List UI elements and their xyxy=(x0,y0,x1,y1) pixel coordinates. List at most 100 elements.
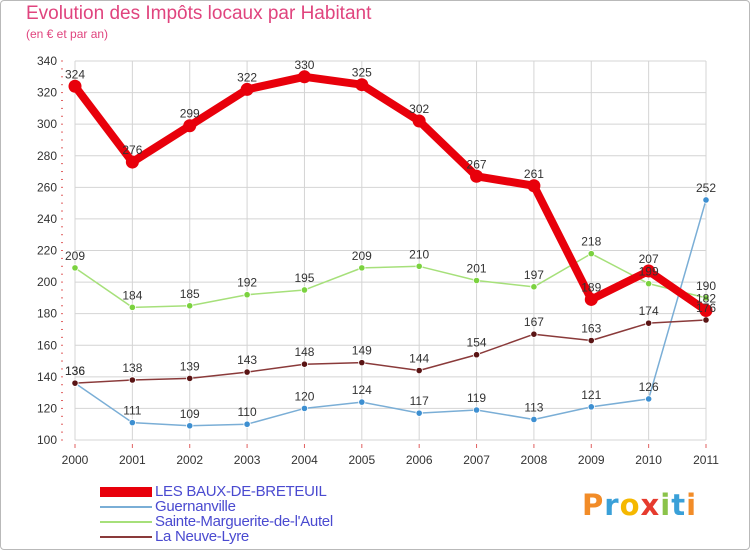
data-label: 209 xyxy=(352,249,372,263)
data-point xyxy=(243,420,251,428)
chart-title: Evolution des Impôts locaux par Habitant xyxy=(26,3,372,24)
data-label: 182 xyxy=(696,292,716,306)
x-tick-label: 2005 xyxy=(348,453,375,467)
data-point xyxy=(358,398,366,406)
x-tick-label: 2007 xyxy=(463,453,490,467)
y-tick-label: 240 xyxy=(37,212,57,226)
data-label: 120 xyxy=(294,389,314,403)
data-point xyxy=(699,304,713,318)
data-point xyxy=(530,330,538,338)
data-label: 325 xyxy=(352,66,372,80)
data-point xyxy=(240,82,254,96)
series-line xyxy=(71,72,710,315)
data-point xyxy=(300,404,309,413)
data-point xyxy=(358,264,366,272)
y-tick-label: 300 xyxy=(37,117,57,131)
legend-label: Guernanville xyxy=(155,498,236,515)
data-label: 136 xyxy=(65,364,85,378)
data-label: 167 xyxy=(524,315,544,329)
logo-letter: t xyxy=(671,488,687,522)
data-label: 124 xyxy=(352,383,372,397)
data-point xyxy=(412,114,426,128)
data-label: 197 xyxy=(524,268,544,282)
y-tick-label: 140 xyxy=(37,370,57,384)
legend: LES BAUX-DE-BRETEUIL Guernanville Sainte-M… xyxy=(100,483,460,545)
data-label: 148 xyxy=(294,345,314,359)
data-label: 121 xyxy=(581,388,601,402)
data-label: 149 xyxy=(352,344,372,358)
x-tick-label: 2006 xyxy=(406,453,433,467)
data-point xyxy=(355,78,369,92)
x-tick-label: 2004 xyxy=(291,453,318,467)
data-point xyxy=(71,264,79,272)
logo-letter: i xyxy=(660,488,672,522)
legend-swatch xyxy=(100,487,152,497)
data-point xyxy=(243,368,251,376)
data-point xyxy=(186,374,194,383)
legend-swatch xyxy=(100,506,152,508)
legend-item: Guernanville xyxy=(100,498,460,515)
data-point xyxy=(358,359,366,367)
data-label: 252 xyxy=(696,181,716,195)
legend-swatch xyxy=(100,521,152,523)
data-point xyxy=(642,264,656,278)
data-point xyxy=(645,319,653,327)
y-tick-label: 160 xyxy=(37,338,57,352)
legend-item: LES BAUX-DE-BRETEUIL xyxy=(100,483,460,500)
data-label: 136 xyxy=(65,364,85,378)
data-point xyxy=(472,276,481,285)
data-label: 174 xyxy=(639,304,659,318)
data-point xyxy=(128,376,136,384)
y-tick-label: 180 xyxy=(37,307,57,321)
data-point xyxy=(183,119,197,133)
data-label: 138 xyxy=(122,361,142,375)
data-point xyxy=(584,292,598,306)
x-tick-label: 2002 xyxy=(176,453,203,467)
data-label: 330 xyxy=(294,58,314,72)
data-label: 113 xyxy=(524,400,543,414)
data-point xyxy=(68,79,82,93)
data-point xyxy=(128,419,136,427)
data-label: 209 xyxy=(65,249,85,263)
y-tick-label: 320 xyxy=(37,86,57,100)
legend-label: Sainte-Marguerite-de-l'Autel xyxy=(155,513,333,530)
legend-swatch xyxy=(100,536,152,538)
x-tick-label: 2000 xyxy=(62,453,89,467)
data-label: 111 xyxy=(123,404,142,418)
data-label: 218 xyxy=(581,235,601,249)
data-label: 302 xyxy=(409,102,429,116)
proxiti-logo: Proxiti xyxy=(582,488,697,522)
data-label: 176 xyxy=(696,301,716,315)
y-tick-label: 200 xyxy=(37,275,57,289)
data-label: 267 xyxy=(467,157,487,171)
data-point xyxy=(415,366,423,375)
data-label: 163 xyxy=(581,322,601,336)
data-label: 144 xyxy=(409,352,429,366)
legend-item: Sainte-Marguerite-de-l'Autel xyxy=(100,513,460,530)
data-point xyxy=(530,283,538,291)
data-label: 154 xyxy=(467,336,487,350)
y-tick-label: 120 xyxy=(37,401,57,415)
x-tick-label: 2001 xyxy=(119,453,146,467)
data-point xyxy=(186,422,194,430)
data-point xyxy=(415,262,423,270)
data-label: 189 xyxy=(581,280,601,294)
data-label: 192 xyxy=(237,276,257,290)
data-label: 324 xyxy=(65,67,85,81)
data-label: 199 xyxy=(639,265,659,279)
data-point xyxy=(243,291,251,299)
data-label: 299 xyxy=(180,107,200,121)
data-label: 185 xyxy=(180,287,200,301)
data-label: 126 xyxy=(639,380,659,394)
data-label: 322 xyxy=(237,70,257,84)
data-point xyxy=(186,302,194,310)
data-point xyxy=(645,280,653,288)
data-label: 261 xyxy=(524,167,544,181)
data-label: 207 xyxy=(639,252,659,266)
line-chart: 100 120 140 160 180 200 220 240 260 280 300 320 340 2… xyxy=(37,54,719,467)
logo-letter: P xyxy=(582,488,605,522)
x-tick-label: 2011 xyxy=(693,453,719,467)
data-point xyxy=(125,155,139,169)
data-label: 190 xyxy=(696,279,716,293)
data-point xyxy=(702,196,710,204)
